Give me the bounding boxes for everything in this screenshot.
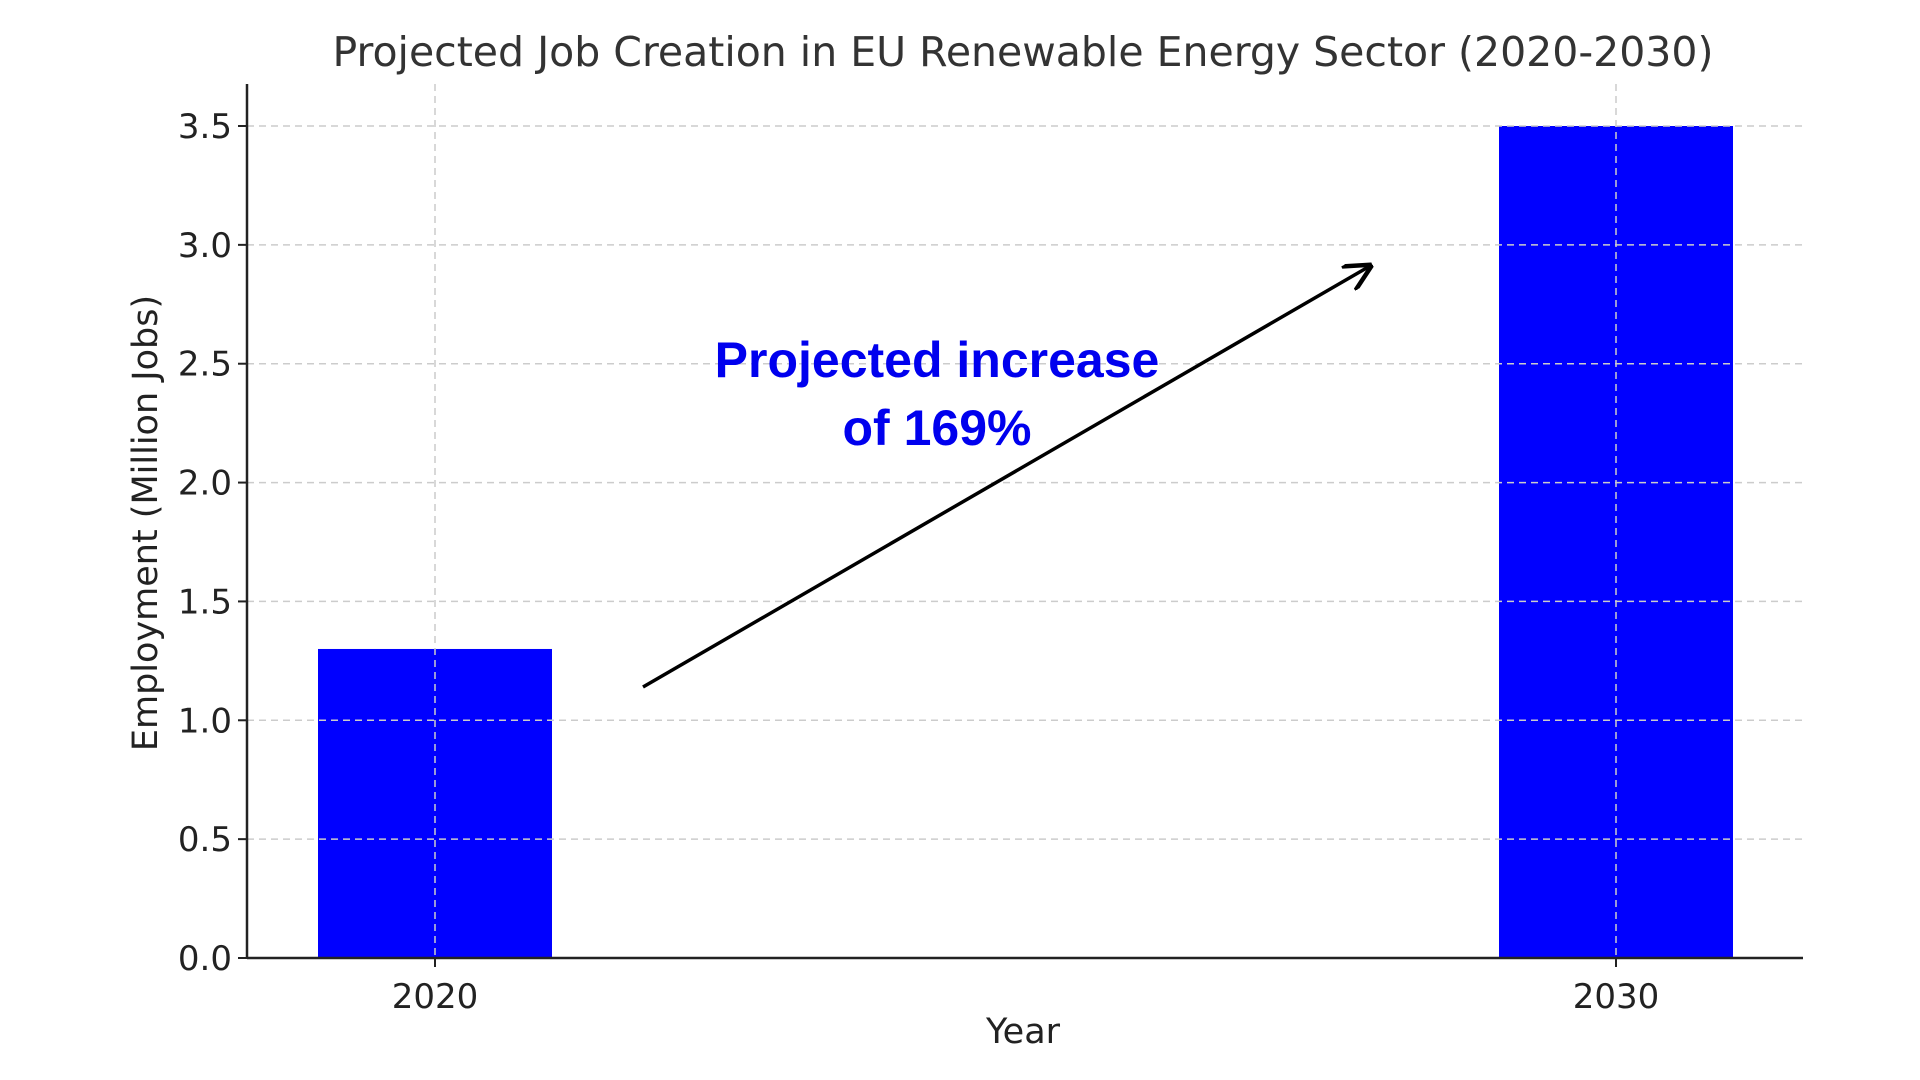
grid-lines — [247, 84, 1803, 958]
x-axis-label: Year — [985, 1012, 1061, 1052]
y-tick-label: 2.5 — [178, 345, 232, 385]
increase-arrow — [642, 266, 1370, 689]
y-tick-label: 2.0 — [178, 464, 232, 504]
axes — [245, 84, 1803, 960]
y-tick-label: 3.5 — [178, 107, 232, 147]
x-ticks: 2020 2030 — [392, 958, 1660, 1017]
chart-title: Projected Job Creation in EU Renewable E… — [333, 28, 1714, 76]
y-ticks: 0.0 0.5 1.0 1.5 2.0 2.5 3.0 3.5 — [178, 107, 247, 979]
y-tick-label: 1.0 — [178, 701, 232, 741]
annotation-line-2: of 169% — [843, 400, 1032, 456]
y-tick-label: 3.0 — [178, 226, 232, 266]
x-tick-label: 2030 — [1573, 977, 1660, 1017]
y-axis-label: Employment (Million Jobs) — [126, 295, 166, 751]
y-tick-label: 1.5 — [178, 582, 232, 622]
annotation-line-1: Projected increase — [715, 332, 1160, 388]
y-tick-label: 0.0 — [178, 939, 232, 979]
bar-2020 — [318, 648, 552, 958]
bars — [318, 126, 1733, 958]
x-tick-label: 2020 — [392, 977, 479, 1017]
y-tick-label: 0.5 — [178, 820, 232, 860]
